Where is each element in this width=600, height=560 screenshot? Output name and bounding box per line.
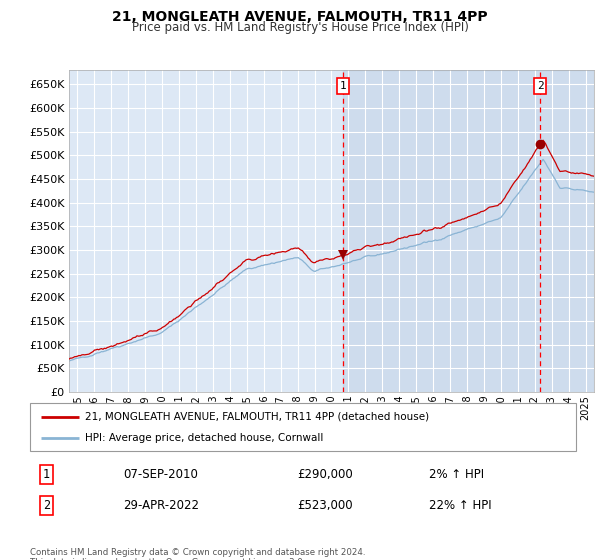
- Text: Contains HM Land Registry data © Crown copyright and database right 2024.
This d: Contains HM Land Registry data © Crown c…: [30, 548, 365, 560]
- Text: 21, MONGLEATH AVENUE, FALMOUTH, TR11 4PP (detached house): 21, MONGLEATH AVENUE, FALMOUTH, TR11 4PP…: [85, 412, 429, 422]
- Text: Price paid vs. HM Land Registry's House Price Index (HPI): Price paid vs. HM Land Registry's House …: [131, 21, 469, 34]
- Text: 2: 2: [43, 498, 50, 512]
- Text: 22% ↑ HPI: 22% ↑ HPI: [428, 498, 491, 512]
- Text: 29-APR-2022: 29-APR-2022: [123, 498, 199, 512]
- Text: 21, MONGLEATH AVENUE, FALMOUTH, TR11 4PP: 21, MONGLEATH AVENUE, FALMOUTH, TR11 4PP: [112, 10, 488, 24]
- Text: HPI: Average price, detached house, Cornwall: HPI: Average price, detached house, Corn…: [85, 433, 323, 443]
- Text: 1: 1: [43, 468, 50, 482]
- Text: 1: 1: [340, 81, 346, 91]
- Text: 07-SEP-2010: 07-SEP-2010: [123, 468, 197, 482]
- Text: 2% ↑ HPI: 2% ↑ HPI: [428, 468, 484, 482]
- FancyBboxPatch shape: [30, 403, 576, 451]
- Text: £290,000: £290,000: [298, 468, 353, 482]
- Text: 2: 2: [537, 81, 544, 91]
- Text: £523,000: £523,000: [298, 498, 353, 512]
- Bar: [343, 70, 594, 392]
